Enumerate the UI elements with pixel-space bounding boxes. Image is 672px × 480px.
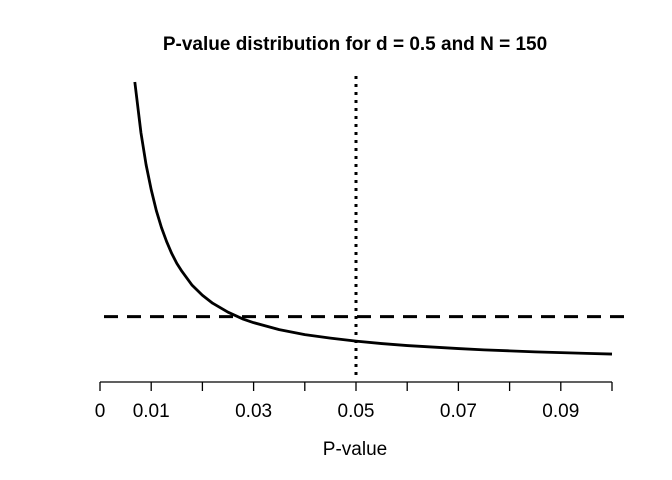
chart-title: P-value distribution for d = 0.5 and N =… <box>163 34 547 55</box>
x-tick-label: 0.09 <box>542 401 579 422</box>
x-tick-label: 0.01 <box>133 401 170 422</box>
series-line-0 <box>133 81 613 356</box>
x-axis-title: P-value <box>323 439 387 460</box>
x-tick-label: 0.07 <box>440 401 477 422</box>
plot-area <box>104 76 632 380</box>
x-tick-label: 0 <box>95 401 106 422</box>
x-axis: 0 0.01 0.03 0.05 0.07 0.09 <box>95 381 613 422</box>
x-tick-label: 0.03 <box>235 401 272 422</box>
x-tick-label: 0.05 <box>338 401 375 422</box>
